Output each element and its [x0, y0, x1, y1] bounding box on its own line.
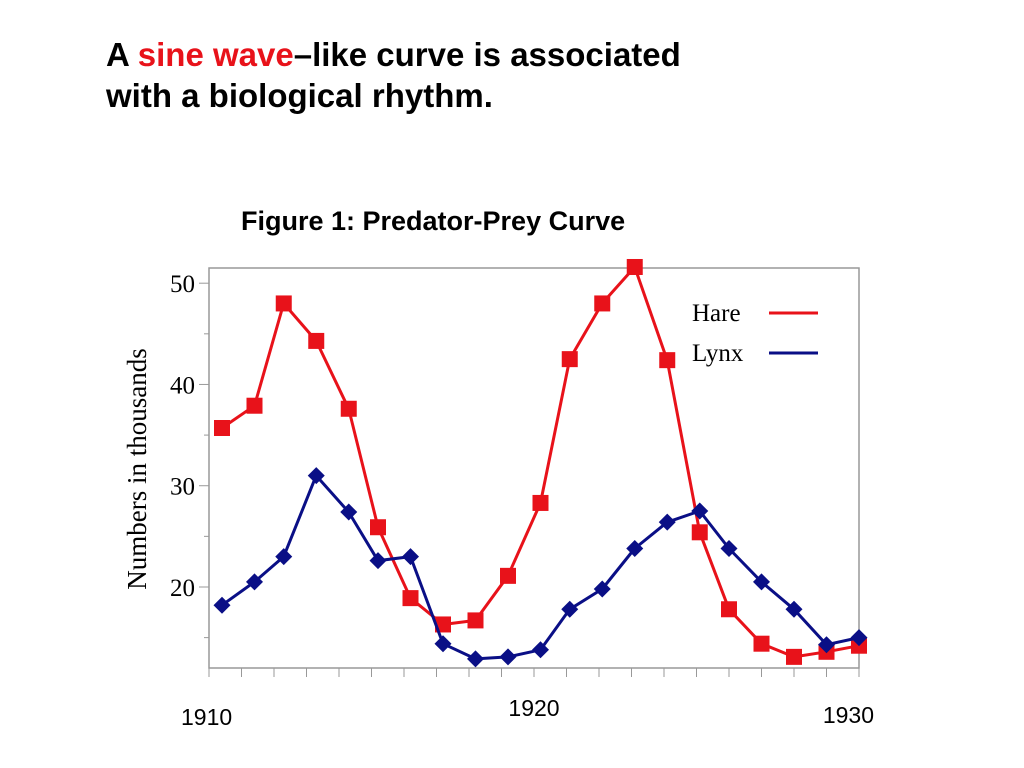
- lynx-point: [818, 636, 835, 654]
- legend-label-hare: Hare: [692, 300, 741, 327]
- hare-series: [214, 258, 867, 665]
- lynx-point: [785, 600, 803, 618]
- hare-point: [691, 524, 708, 541]
- lynx-point: [753, 573, 770, 591]
- title-highlight: sine wave: [137, 36, 294, 73]
- lynx-point: [561, 600, 579, 618]
- y-axis-label: Numbers in thousands: [122, 348, 152, 589]
- title-line1-rest: –like curve is associated: [293, 36, 681, 73]
- lynx-point: [691, 502, 709, 520]
- x-tick-label: 1920: [508, 695, 559, 721]
- lynx-point: [434, 635, 452, 653]
- hare-point: [340, 400, 357, 417]
- y-tick-label: 40: [170, 372, 195, 399]
- lynx-point: [658, 513, 676, 531]
- hare-point: [214, 420, 230, 436]
- lynx-point: [626, 540, 644, 558]
- lynx-point: [369, 552, 387, 570]
- hare-point: [467, 612, 484, 629]
- lynx-point: [593, 580, 611, 598]
- hare-point: [594, 295, 611, 312]
- legend: Hare Lynx: [692, 300, 818, 367]
- title-line2: with a biological rhythm.: [106, 77, 493, 114]
- lynx-series: [213, 467, 868, 668]
- series-layer: [213, 258, 868, 668]
- hare-point: [402, 590, 419, 607]
- hare-point: [246, 397, 263, 414]
- lynx-point: [275, 548, 293, 566]
- lynx-point: [850, 629, 868, 647]
- lynx-point: [307, 467, 325, 485]
- axes: 20 30 40 50 1910 1920 1930: [170, 271, 874, 730]
- hare-point: [626, 258, 643, 275]
- title-prefix: A: [106, 36, 138, 73]
- lynx-point: [213, 596, 231, 614]
- lynx-point: [720, 540, 738, 558]
- slide-title: A sine wave–like curve is associated wit…: [106, 34, 866, 116]
- lynx-point: [340, 503, 358, 521]
- lynx-point: [499, 648, 517, 666]
- y-tick-label: 50: [170, 271, 195, 298]
- hare-line: [221, 265, 860, 659]
- y-tick-label: 30: [170, 474, 195, 501]
- hare-point: [275, 295, 292, 312]
- y-tick-label: 20: [170, 575, 195, 602]
- hare-point: [659, 352, 676, 369]
- lynx-point: [246, 573, 263, 591]
- lynx-point: [532, 641, 549, 659]
- x-tick-label: 1930: [823, 702, 874, 728]
- hare-point: [753, 635, 770, 652]
- hare-point: [561, 351, 578, 368]
- hare-point: [435, 616, 451, 633]
- x-tick-label: 1910: [181, 704, 232, 730]
- legend-label-lynx: Lynx: [692, 340, 744, 367]
- hare-point: [370, 519, 386, 536]
- hare-point: [500, 567, 516, 584]
- hare-point: [786, 648, 802, 665]
- hare-point: [308, 332, 325, 349]
- figure-caption: Figure 1: Predator-Prey Curve: [241, 206, 626, 236]
- hare-point: [532, 494, 549, 511]
- lynx-point: [402, 548, 419, 566]
- hare-point: [721, 601, 737, 618]
- lynx-point: [467, 650, 484, 668]
